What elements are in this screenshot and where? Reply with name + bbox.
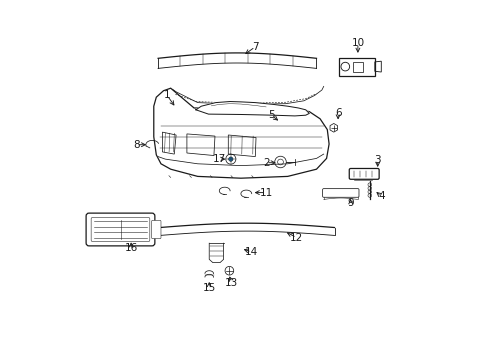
FancyBboxPatch shape xyxy=(86,213,155,246)
Text: 1: 1 xyxy=(163,90,170,100)
Text: 16: 16 xyxy=(124,243,138,253)
Text: 7: 7 xyxy=(251,42,258,52)
Text: 15: 15 xyxy=(202,283,215,293)
Text: 4: 4 xyxy=(377,191,384,201)
Text: 2: 2 xyxy=(262,158,269,168)
FancyBboxPatch shape xyxy=(352,62,363,72)
Text: 10: 10 xyxy=(350,38,364,48)
Text: 13: 13 xyxy=(225,278,238,288)
Text: 6: 6 xyxy=(334,108,341,118)
FancyBboxPatch shape xyxy=(338,58,374,76)
FancyBboxPatch shape xyxy=(348,168,378,179)
Polygon shape xyxy=(196,102,309,116)
FancyBboxPatch shape xyxy=(322,189,358,197)
Text: 14: 14 xyxy=(244,247,258,257)
Text: 8: 8 xyxy=(133,140,140,150)
FancyBboxPatch shape xyxy=(151,220,161,239)
Text: 5: 5 xyxy=(267,110,274,120)
Text: 3: 3 xyxy=(374,155,380,165)
FancyBboxPatch shape xyxy=(91,217,149,242)
Text: 11: 11 xyxy=(259,188,272,198)
Text: 9: 9 xyxy=(346,198,353,208)
Circle shape xyxy=(228,157,232,161)
Text: 12: 12 xyxy=(289,233,303,243)
Text: 17: 17 xyxy=(212,154,225,164)
